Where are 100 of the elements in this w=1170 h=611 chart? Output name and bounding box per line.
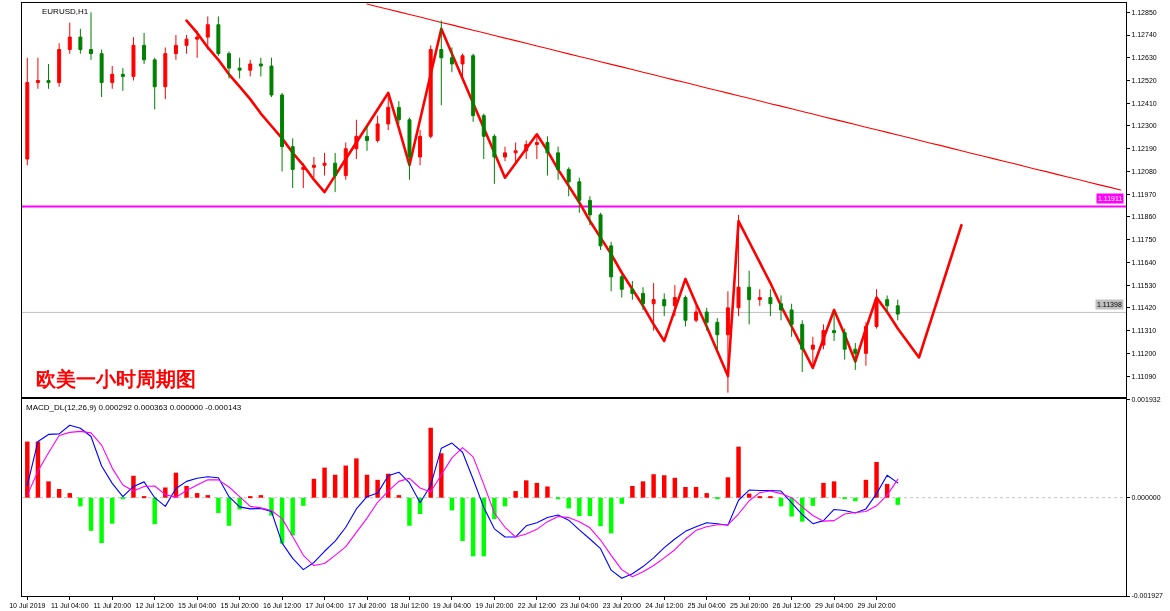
candlestick [322, 152, 327, 177]
candlestick [418, 129, 423, 166]
bar [598, 497, 603, 527]
bar [672, 477, 678, 498]
candlestick [131, 36, 136, 82]
candlestick [67, 22, 72, 55]
candlestick [874, 288, 879, 330]
candlestick [195, 30, 200, 59]
bar [46, 481, 51, 498]
candlestick [863, 321, 868, 367]
candlestick [513, 142, 518, 164]
bar [725, 477, 731, 498]
bar [651, 474, 656, 498]
candlestick [481, 113, 486, 160]
bar [407, 497, 412, 526]
bar [311, 478, 317, 498]
bar [25, 441, 30, 498]
bar [853, 497, 858, 502]
candlestick [545, 135, 550, 177]
candlestick [120, 67, 125, 92]
candlestick [810, 336, 815, 365]
bar [205, 495, 210, 498]
candlestick [428, 44, 433, 139]
candlestick [534, 133, 539, 160]
candlestick [577, 177, 582, 214]
bar [683, 486, 688, 498]
candlestick [152, 57, 157, 110]
bar [375, 479, 380, 498]
candlestick [641, 286, 645, 311]
candlestick [227, 51, 231, 79]
candlestick [471, 53, 476, 123]
bar [640, 481, 646, 498]
candlestick [35, 57, 40, 90]
candlestick [587, 195, 592, 226]
bar [152, 497, 157, 525]
candlestick [853, 342, 858, 371]
candlestick [216, 15, 221, 57]
candlestick [396, 100, 401, 125]
candlestick [343, 142, 348, 181]
candlestick [57, 42, 62, 88]
bar [704, 493, 709, 498]
candlestick [492, 133, 497, 185]
bar [99, 497, 104, 544]
bar [534, 482, 540, 498]
candlestick [375, 115, 380, 144]
candlestick [386, 94, 391, 131]
candlestick [842, 328, 847, 361]
candlestick [789, 303, 794, 338]
bar [396, 495, 402, 498]
bar [821, 482, 826, 498]
bar [194, 493, 200, 498]
candlestick [821, 323, 826, 350]
candlestick [354, 119, 359, 160]
text: MACD_DL(12,26,9) 0.000292 0.000363 0.000000 -0.000143 [26, 403, 242, 412]
bar [78, 497, 83, 507]
bar [693, 486, 699, 498]
candlestick [609, 241, 614, 292]
candlestick [439, 20, 444, 106]
bar [258, 495, 264, 498]
candlestick [524, 139, 529, 160]
candlestick [556, 146, 561, 181]
candlestick [683, 294, 688, 327]
candlestick [800, 319, 805, 373]
candlestick [630, 280, 635, 301]
candlestick [269, 57, 274, 98]
bar [524, 480, 529, 498]
candlestick [895, 299, 900, 321]
bar [662, 475, 667, 498]
candlestick [449, 46, 454, 73]
candlestick [78, 28, 83, 55]
bar [863, 479, 869, 498]
candlestick [248, 59, 253, 77]
candlestick [832, 311, 837, 342]
candlestick [333, 152, 338, 193]
candlestick [885, 294, 890, 313]
candlestick [651, 282, 656, 332]
candlestick [736, 214, 741, 317]
candlestick [715, 317, 720, 350]
bar [301, 497, 306, 506]
bar [439, 453, 444, 498]
bar [715, 497, 720, 500]
candlestick [237, 57, 242, 79]
candlestick [290, 137, 295, 189]
candlestick [258, 57, 263, 77]
bar [768, 496, 773, 499]
bar [332, 474, 338, 498]
candlestick [407, 117, 412, 181]
text: EURUSD,H1 [42, 7, 89, 16]
bar [354, 458, 359, 498]
candlestick [779, 294, 783, 321]
bar [343, 465, 348, 498]
candlestick [503, 146, 507, 162]
bar [842, 497, 847, 500]
candlestick [747, 270, 752, 325]
bar [577, 497, 582, 517]
bar [322, 467, 327, 498]
candlestick [301, 162, 306, 189]
bar [831, 481, 837, 498]
bar [290, 497, 295, 536]
bar [513, 491, 518, 498]
